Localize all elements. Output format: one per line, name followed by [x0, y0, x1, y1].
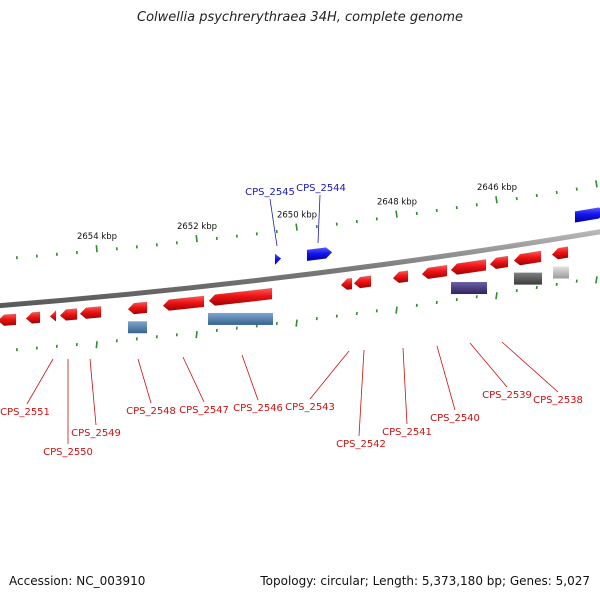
gene-label: CPS_2551: [0, 407, 50, 418]
tick-mark: [195, 235, 198, 243]
gene-arrow-reverse: [450, 259, 487, 275]
leader-line: [26, 358, 54, 405]
tick-mark: [95, 245, 98, 253]
gene-arrow-reverse: [49, 309, 57, 322]
gene-arrow-reverse: [25, 311, 41, 324]
gene-label: CPS_2550: [43, 447, 93, 458]
gene-label: CPS_2544: [296, 183, 346, 194]
gene-arrow-forward: [574, 207, 600, 223]
gene-label: CPS_2549: [71, 428, 121, 439]
leader-line: [309, 350, 350, 400]
gene-label: CPS_2541: [382, 427, 432, 438]
gene-arrow-reverse: [551, 246, 569, 260]
leader-line: [137, 358, 152, 404]
ruler-label: 2652 kbp: [177, 222, 217, 232]
gene-arrow-reverse: [162, 295, 205, 311]
gene-arrow-reverse: [340, 277, 353, 291]
leader-line: [182, 356, 205, 403]
gene-arrow-reverse: [489, 255, 509, 270]
gene-arrow-reverse: [79, 306, 102, 319]
leader-line: [501, 341, 559, 393]
gene-label: CPS_2539: [482, 390, 532, 401]
ruler-label: 2646 kbp: [477, 183, 517, 193]
gene-arrow-reverse: [59, 308, 78, 321]
tick-mark: [595, 180, 598, 188]
label-leader-lines: [26, 194, 559, 444]
ruler-label: 2650 kbp: [277, 211, 317, 221]
leader-line: [241, 354, 259, 401]
tick-mark: [395, 210, 398, 218]
tick-mark: [295, 223, 298, 231]
leader-line: [89, 358, 97, 426]
tick-mark: [295, 319, 298, 327]
tick-mark: [595, 276, 598, 284]
genome-backbone: [0, 229, 600, 309]
gene-arrow-reverse: [0, 313, 17, 327]
leader-line: [402, 347, 408, 425]
gene-arrow-reverse: [353, 275, 372, 289]
gene-label: CPS_2542: [336, 439, 386, 450]
protein-feature: [451, 282, 487, 295]
accession-text: Accession: NC_003910: [9, 574, 146, 588]
protein-feature: [553, 266, 569, 279]
leader-line: [269, 198, 278, 247]
gene-label: CPS_2547: [179, 405, 229, 416]
gene-label: CPS_2540: [430, 413, 480, 424]
map-title: Colwellia psychrerythraea 34H, complete …: [137, 10, 463, 25]
gene-label: CPS_2546: [233, 403, 283, 414]
tick-mark: [495, 292, 498, 300]
leader-line: [317, 194, 321, 244]
gene-arrow-reverse: [208, 287, 273, 306]
tick-mark: [195, 331, 198, 339]
ruler-label: 2654 kbp: [77, 232, 117, 242]
tick-mark: [495, 196, 498, 204]
ruler-labels: 2654 kbp 2652 kbp 2650 kbp 2648 kbp 2646 kbp: [77, 183, 517, 242]
protein-track: [128, 266, 569, 334]
protein-feature: [128, 321, 147, 334]
gene-label: CPS_2538: [533, 395, 583, 406]
protein-feature: [514, 272, 542, 285]
gene-label: CPS_2545: [245, 187, 295, 198]
ruler-label: 2648 kbp: [377, 198, 417, 208]
leader-line: [436, 345, 456, 411]
leader-line: [358, 349, 365, 437]
tick-mark: [395, 306, 398, 314]
gene-labels: CPS_2551 CPS_2550 CPS_2549 CPS_2548 CPS_2547…: [0, 183, 583, 458]
tick-mark: [95, 341, 98, 349]
genome-summary: Topology: circular; Length: 5,373,180 bp…: [260, 574, 590, 588]
gene-label: CPS_2548: [126, 406, 176, 417]
protein-feature: [208, 312, 273, 325]
ruler-ticks-bottom: [15, 276, 598, 352]
gene-arrow-reverse: [513, 250, 542, 266]
gene-arrow-reverse: [392, 270, 409, 284]
gene-arrow-reverse: [421, 264, 448, 280]
leader-line: [469, 342, 508, 388]
gene-track: [0, 207, 600, 327]
gene-label: CPS_2543: [285, 402, 335, 413]
gene-arrow-forward: [306, 247, 333, 262]
ruler-ticks-top: [15, 180, 598, 260]
gene-arrow-reverse: [127, 301, 148, 315]
gene-arrow-forward: [274, 253, 282, 266]
